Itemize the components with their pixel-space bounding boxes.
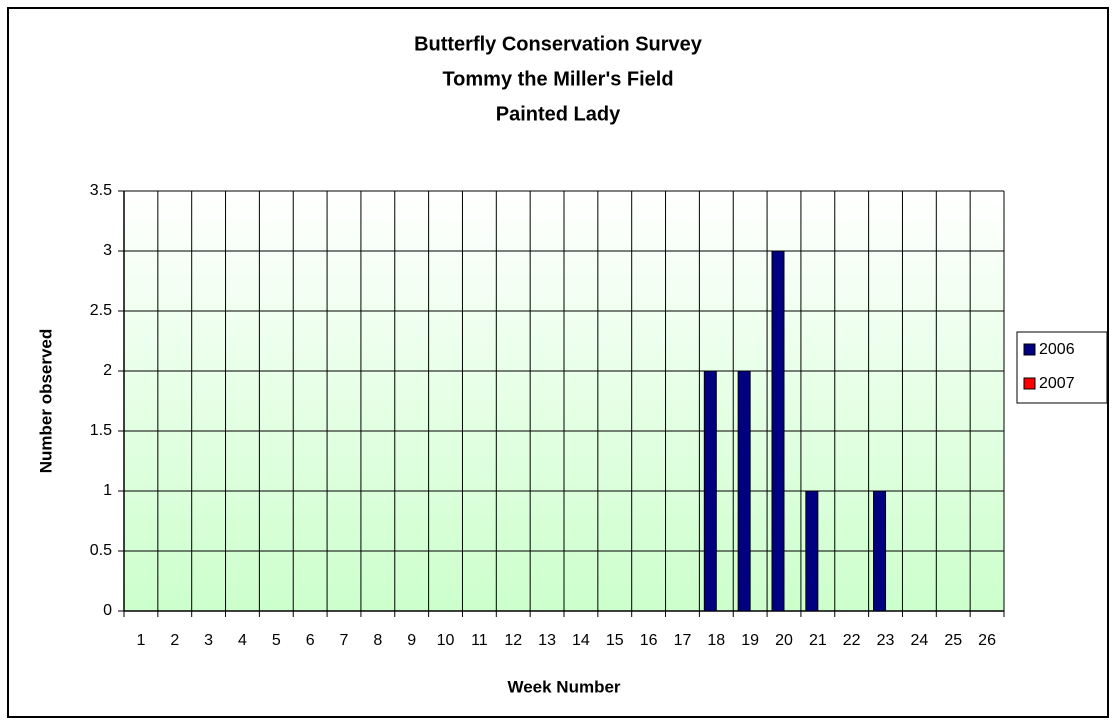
x-tick-label: 3 <box>204 632 213 649</box>
x-tick-label: 8 <box>373 632 382 649</box>
x-tick-label: 21 <box>809 632 827 649</box>
y-axis-title: Number observed <box>36 329 55 474</box>
y-tick-label: 2 <box>103 362 112 379</box>
bar <box>805 490 819 612</box>
legend-label: 2006 <box>1039 341 1075 358</box>
x-tick-label: 18 <box>707 632 725 649</box>
x-tick-label: 25 <box>944 632 962 649</box>
x-tick-label: 16 <box>640 632 658 649</box>
y-tick-label: 0 <box>103 602 112 619</box>
legend <box>1016 331 1108 404</box>
x-tick-label: 17 <box>674 632 692 649</box>
x-tick-label: 1 <box>136 632 145 649</box>
y-tick-label: 0.5 <box>90 542 112 559</box>
x-tick-label: 5 <box>272 632 281 649</box>
x-tick-label: 10 <box>437 632 455 649</box>
x-tick-label: 15 <box>606 632 624 649</box>
x-tick-label: 23 <box>877 632 895 649</box>
chart-title: Painted Lady <box>496 103 621 125</box>
legend-swatch <box>1023 343 1036 356</box>
bar <box>737 370 751 612</box>
x-tick-label: 9 <box>407 632 416 649</box>
x-tick-label: 22 <box>843 632 861 649</box>
chart-title: Tommy the Miller's Field <box>442 68 673 90</box>
y-tick-label: 1 <box>103 482 112 499</box>
x-tick-label: 14 <box>572 632 590 649</box>
x-tick-label: 19 <box>741 632 759 649</box>
bar <box>771 250 785 612</box>
x-tick-label: 11 <box>471 632 488 649</box>
legend-label: 2007 <box>1039 375 1075 392</box>
x-tick-label: 2 <box>170 632 179 649</box>
y-tick-label: 3 <box>103 242 112 259</box>
y-tick-label: 1.5 <box>90 422 112 439</box>
bar <box>873 490 887 612</box>
bar <box>703 370 717 612</box>
x-axis-title: Week Number <box>507 677 620 696</box>
x-tick-label: 7 <box>340 632 349 649</box>
x-tick-label: 24 <box>910 632 928 649</box>
y-tick-label: 2.5 <box>90 302 112 319</box>
x-tick-label: 20 <box>775 632 793 649</box>
chart-title: Butterfly Conservation Survey <box>414 33 703 55</box>
legend-swatch <box>1023 377 1036 390</box>
x-tick-label: 6 <box>306 632 315 649</box>
x-tick-label: 26 <box>978 632 996 649</box>
x-tick-label: 12 <box>504 632 522 649</box>
x-tick-label: 13 <box>538 632 556 649</box>
y-tick-label: 3.5 <box>90 182 112 199</box>
x-tick-label: 4 <box>238 632 247 649</box>
